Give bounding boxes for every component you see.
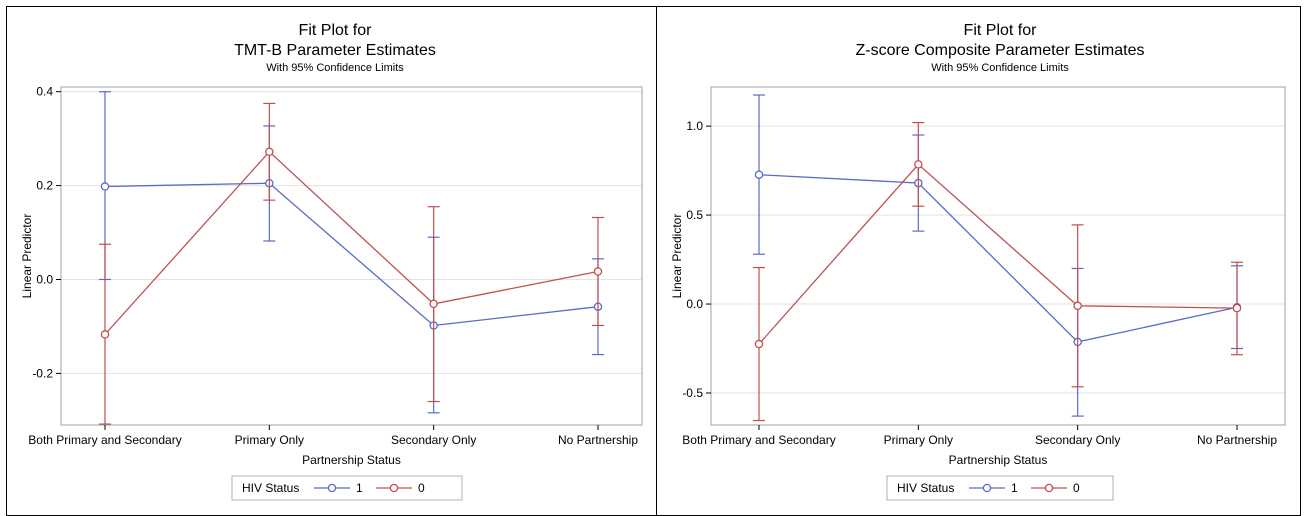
x-tick-label: Primary Only (235, 433, 304, 447)
chart-title-line2: TMT-B Parameter Estimates (234, 42, 436, 59)
x-tick-label: Both Primary and Secondary (28, 433, 181, 447)
chart-subtitle: With 95% Confidence Limits (931, 62, 1069, 74)
y-tick-label: 0.2 (36, 179, 53, 193)
data-point (100, 330, 110, 339)
fit-plot-chart-tmtb: Fit Plot for TMT-B Parameter Estimates Wit… (20, 22, 643, 501)
x-tick-label: Both Primary and Secondary (682, 433, 835, 447)
series-group-1 (99, 91, 604, 414)
data-point (754, 339, 764, 349)
legend-label-0: 0 (418, 481, 425, 495)
chart-title-line2: Z-score Composite Parameter Estimates (856, 42, 1145, 59)
x-tick-label: No Partnership (1197, 433, 1277, 447)
legend-label-1: 1 (356, 481, 363, 495)
y-tick-label: -0.5 (682, 386, 703, 400)
data-point (593, 267, 603, 276)
legend-marker-1 (982, 483, 992, 493)
series-group-0 (753, 121, 1243, 422)
chart-subtitle: With 95% Confidence Limits (266, 62, 404, 74)
legend-title: HIV Status (897, 481, 954, 495)
legend-marker-0 (1044, 483, 1054, 493)
y-tick-label: 1.0 (686, 119, 703, 133)
data-point (100, 182, 110, 191)
data-point (914, 160, 923, 169)
x-tick-label: Primary Only (884, 433, 953, 447)
x-tick-label: Secondary Only (1035, 433, 1120, 447)
series-line-0 (104, 150, 599, 335)
x-axis-label: Partnership Status (949, 453, 1048, 467)
x-tick-label: No Partnership (558, 433, 638, 447)
series-line-0 (758, 163, 1238, 345)
y-tick-label: -0.2 (32, 366, 53, 380)
y-axis-label: Linear Predictor (670, 214, 684, 299)
chart-title: Fit Plot for (964, 22, 1038, 39)
fit-plot-panel-tmtb: Fit Plot for TMT-B Parameter Estimates Wit… (6, 6, 657, 516)
y-axis-label: Linear Predictor (20, 214, 34, 299)
plot-area-frame (60, 86, 643, 426)
legend-title: HIV Status (242, 481, 299, 495)
series-group-1 (753, 94, 1243, 417)
data-point (1073, 301, 1082, 311)
legend-label-1: 1 (1011, 481, 1018, 495)
data-point (265, 147, 274, 157)
x-tick-label: Secondary Only (391, 433, 476, 447)
data-point (754, 170, 764, 179)
y-tick-label: 0.0 (36, 272, 53, 286)
fit-plot-chart-zscore: Fit Plot for Z-score Composite Parameter … (670, 22, 1286, 501)
series-line-1 (758, 174, 1238, 343)
fit-plot-panel-zscore: Fit Plot for Z-score Composite Parameter … (656, 6, 1301, 516)
data-point (429, 299, 438, 309)
series-line-1 (104, 182, 599, 327)
y-tick-label: 0.5 (686, 208, 703, 222)
x-axis-label: Partnership Status (302, 453, 401, 467)
y-tick-label: 0.4 (36, 85, 53, 99)
chart-title: Fit Plot for (299, 22, 373, 39)
plot-area-frame (710, 86, 1286, 426)
legend-marker-0 (389, 483, 399, 493)
data-point (1232, 303, 1242, 313)
series-group-0 (99, 102, 604, 425)
legend-label-0: 0 (1073, 481, 1080, 495)
legend-marker-1 (327, 483, 337, 493)
y-tick-label: 0.0 (686, 297, 703, 311)
